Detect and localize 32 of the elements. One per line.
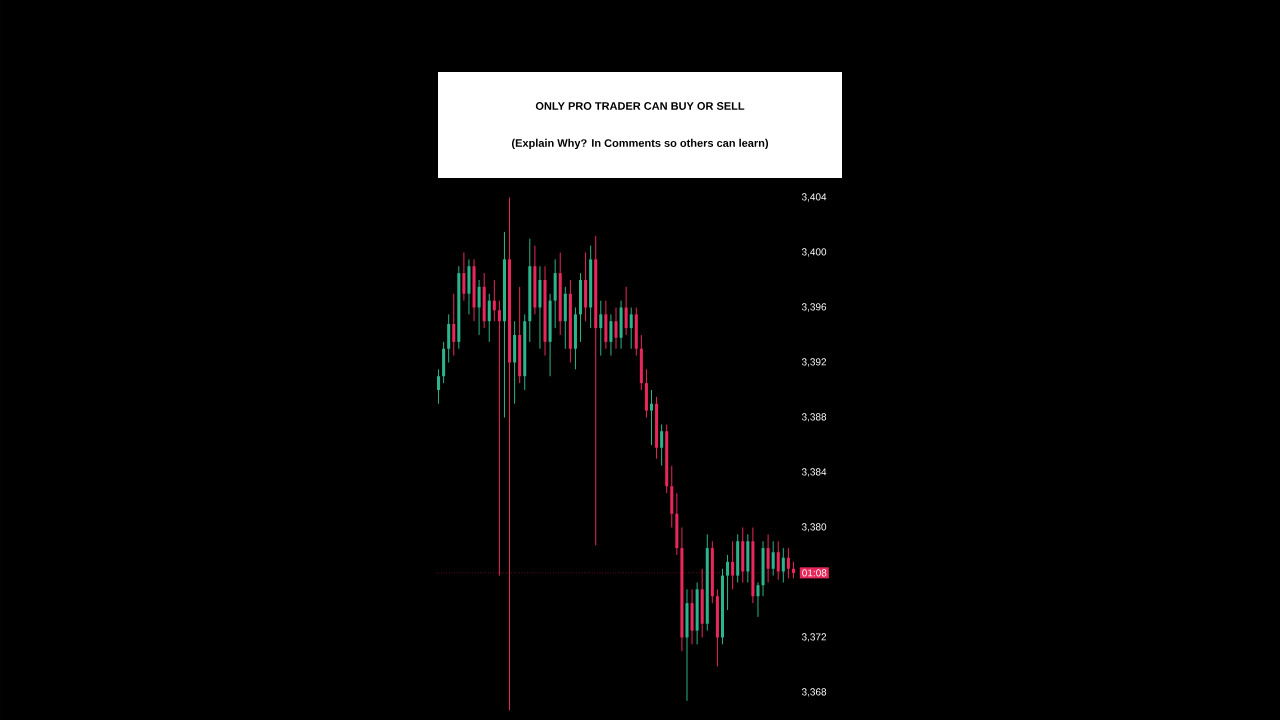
y-tick-label: 3,392: [801, 358, 827, 367]
candlestick: [492, 279, 496, 322]
candlestick: [437, 368, 441, 405]
candlestick: [462, 251, 466, 302]
candlestick: [624, 286, 628, 336]
y-tick-label: 3,396: [801, 303, 827, 312]
candlestick: [756, 581, 760, 618]
chart-subtitle: (Explain Why? In Comments so others can learn): [512, 138, 769, 150]
candlestick: [726, 554, 730, 611]
candlestick: [487, 293, 491, 343]
y-tick-label: 3,380: [801, 523, 827, 532]
candlestick: [786, 547, 790, 579]
y-tick-label: 3,372: [801, 633, 827, 642]
candlestick: [609, 313, 613, 357]
chart-title: ONLY PRO TRADER CAN BUY OR SELL: [535, 102, 745, 110]
y-tick-label: 3,384: [801, 468, 827, 477]
candlestick: [731, 540, 735, 590]
y-tick-label: 3,404: [801, 193, 827, 202]
candlestick: [771, 540, 775, 577]
candlestick: [477, 279, 481, 336]
y-tick-label: 3,388: [801, 413, 827, 422]
y-tick-label: 3,400: [801, 248, 827, 257]
candlestick: [452, 293, 456, 357]
candlestick: [614, 306, 618, 350]
text: 01:08: [802, 569, 827, 577]
candlestick: [660, 423, 664, 467]
candlestick: [599, 300, 603, 357]
candlestick: [649, 389, 654, 446]
candlestick: [629, 306, 633, 350]
y-tick-label: 3,368: [801, 688, 827, 697]
candlestick: [781, 547, 785, 583]
candlestick: [776, 540, 780, 581]
